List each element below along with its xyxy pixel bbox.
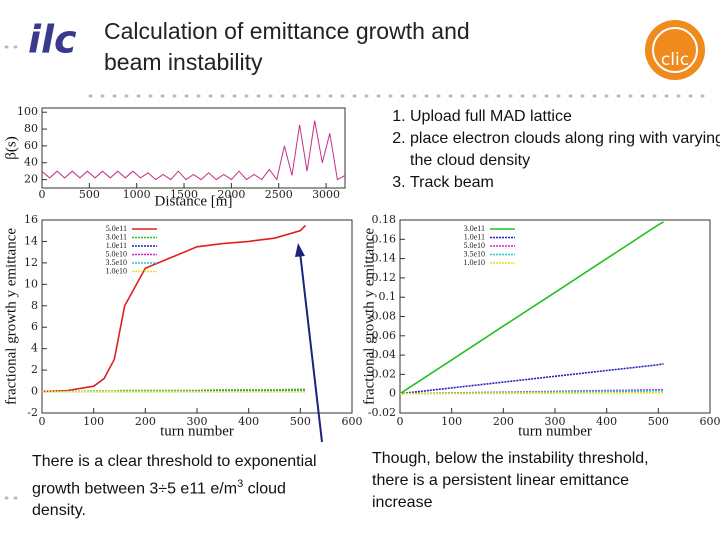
caption-line: Though, below the instability threshold, — [372, 450, 649, 467]
ilc-logo: ilc — [28, 18, 77, 62]
title-line: beam instability — [104, 49, 263, 75]
logo-ring — [652, 27, 698, 73]
step: Upload full MAD lattice — [410, 106, 720, 128]
caption-line: There is a clear threshold to exponentia… — [32, 453, 317, 470]
caption-text: cloud — [243, 480, 286, 498]
caption-text: growth between 3÷5 e11 e/m — [32, 480, 238, 498]
caption-line: density. — [32, 502, 86, 520]
title: Calculation of emittance growth and beam… — [104, 16, 470, 78]
caption-line: increase — [372, 494, 433, 511]
caption-line: there is a persistent linear emittance — [372, 472, 630, 489]
step: place electron clouds along ring with va… — [410, 128, 720, 172]
caption-line: growth between 3÷5 e11 e/m3 cloud — [32, 473, 317, 500]
caption-sup: 3 — [237, 478, 244, 490]
step-list: Upload full MAD lattice place electron c… — [382, 106, 720, 194]
arrow — [299, 251, 323, 443]
arrow-head — [295, 243, 305, 257]
clic-logo: clic — [645, 20, 705, 80]
logo-text: clic — [661, 50, 689, 70]
logo-text: ilc — [28, 18, 77, 62]
step: Track beam — [410, 172, 720, 194]
caption-left: There is a clear threshold to exponentia… — [32, 451, 317, 522]
caption-right: Though, below the instability threshold,… — [372, 448, 649, 514]
title-line: Calculation of emittance growth and — [104, 18, 470, 44]
